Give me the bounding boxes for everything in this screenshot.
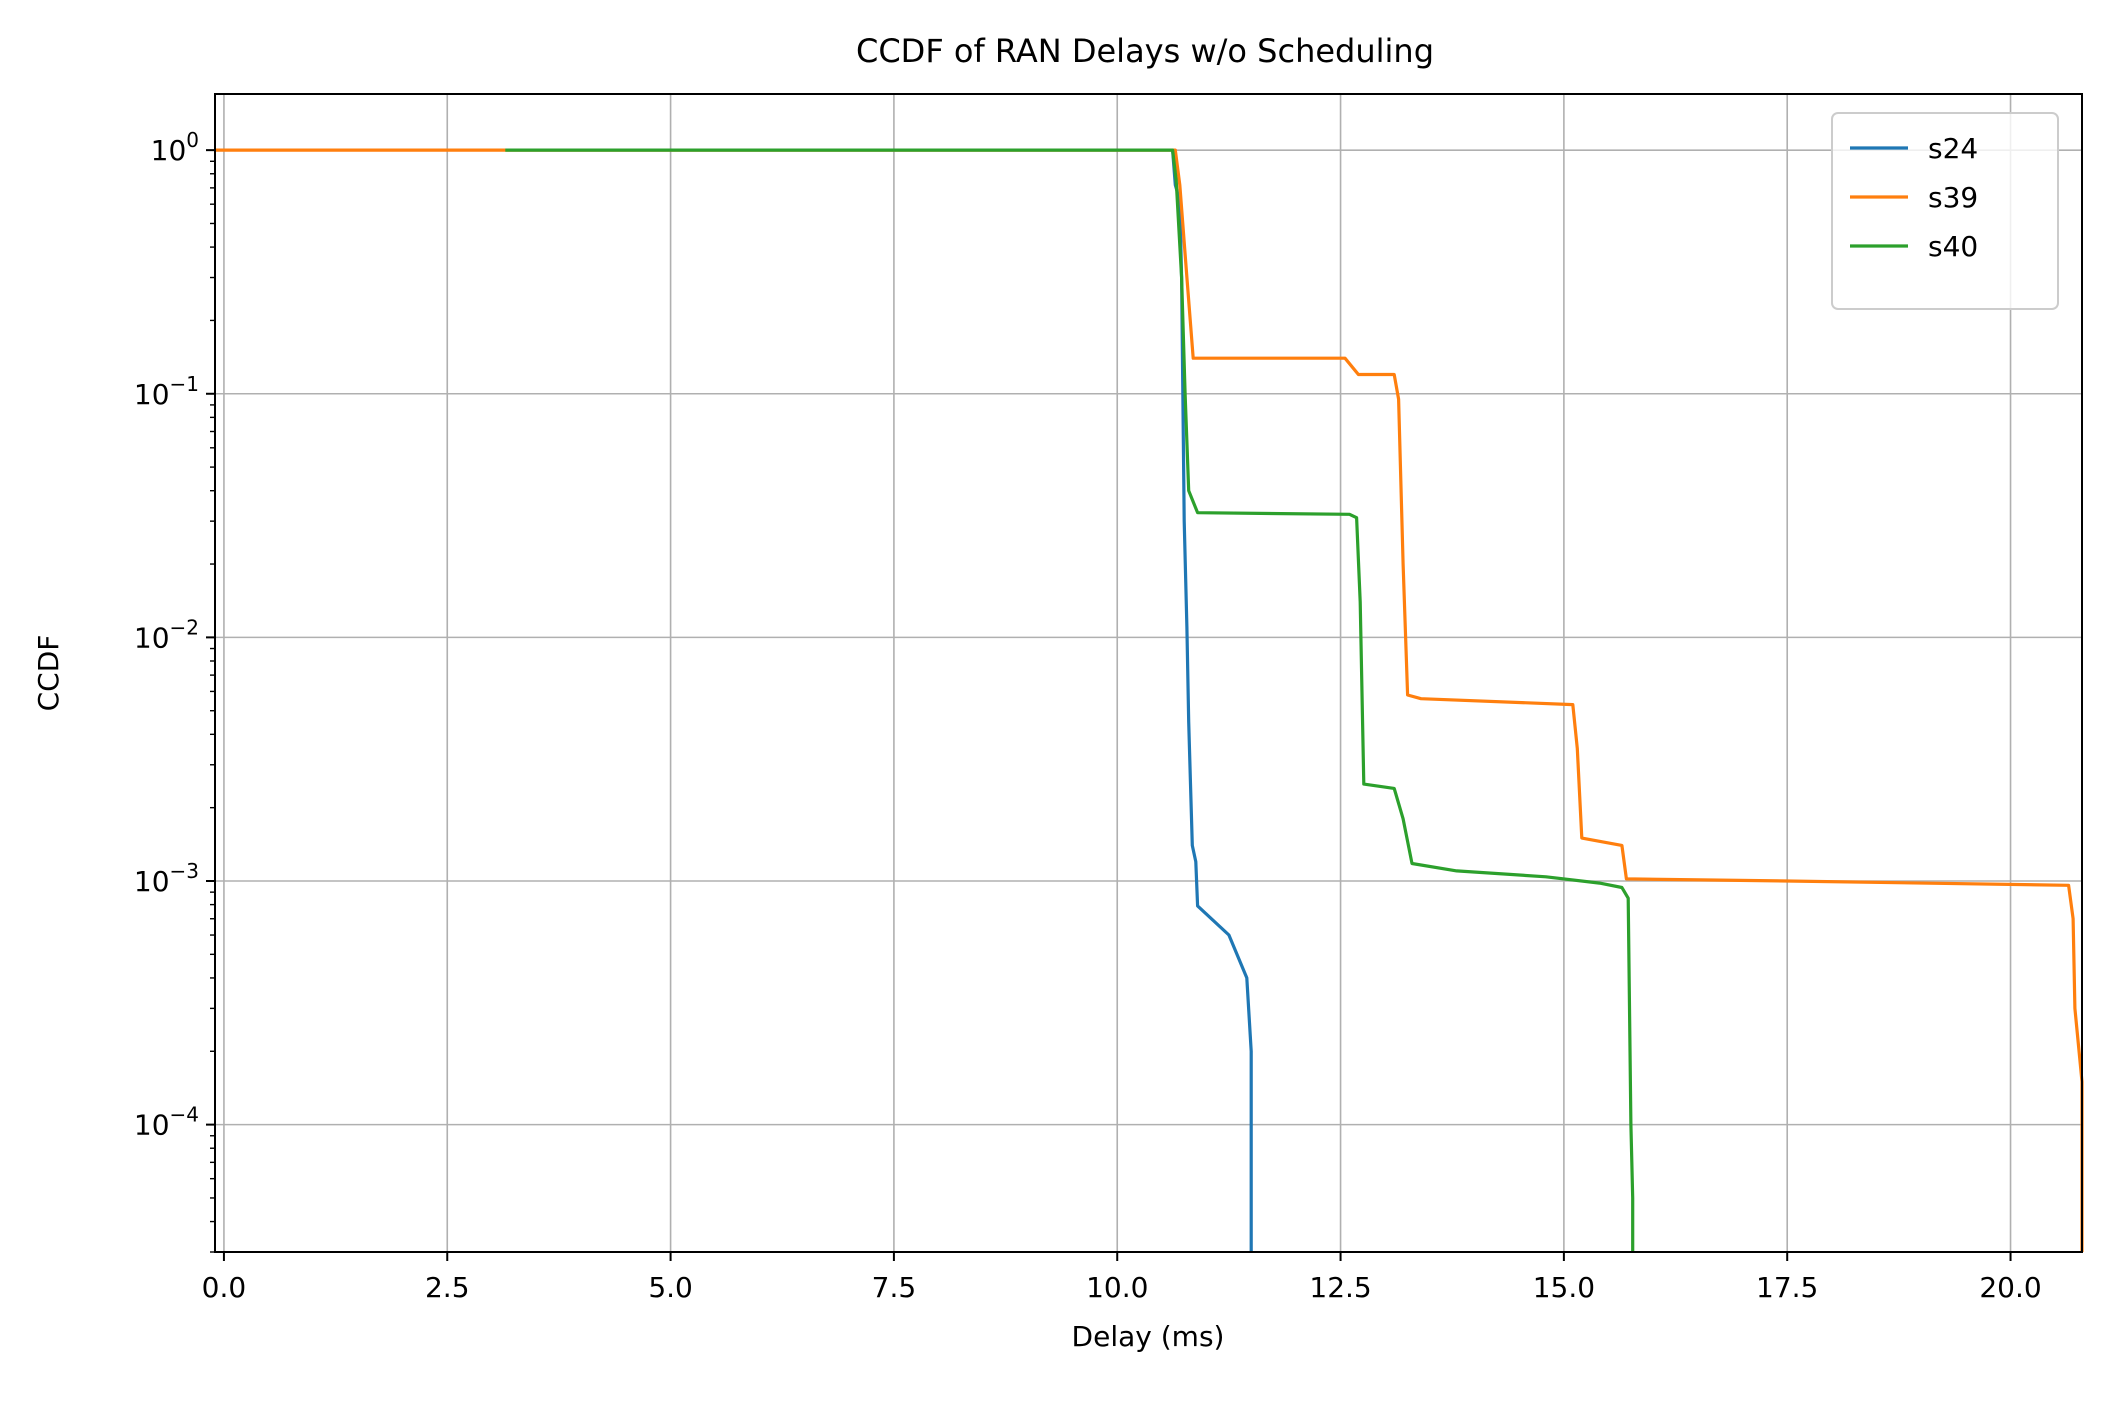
y-tick-base: 10 (134, 1109, 170, 1142)
y-tick-base: 10 (134, 865, 170, 898)
x-tick-label: 10.0 (1086, 1271, 1148, 1304)
legend-items: s24 s39 s40 (1850, 132, 1978, 263)
y-tick-label: 10−2 (134, 615, 199, 654)
x-axis-label: Delay (ms) (1072, 1320, 1225, 1353)
legend-label: s40 (1928, 230, 1978, 263)
y-tick-label: 10−1 (134, 372, 199, 411)
y-tick-label: 10−3 (134, 859, 199, 898)
x-axis-ticks: 0.0 2.5 5.0 7.5 10.0 12.5 15.0 17.5 20.0 (202, 1252, 2042, 1304)
x-tick-label: 20.0 (1979, 1271, 2041, 1304)
legend-box (1831, 112, 2059, 310)
x-tick-label: 12.5 (1309, 1271, 1371, 1304)
series-line-s39 (215, 148, 2084, 1252)
y-tick-base: 10 (151, 134, 187, 167)
legend-label: s39 (1928, 181, 1978, 214)
legend: s24 s39 s40 (1831, 112, 2059, 310)
y-tick-base: 10 (134, 621, 170, 654)
x-tick-label: 7.5 (872, 1271, 917, 1304)
x-tick-label: 17.5 (1756, 1271, 1818, 1304)
x-tick-label: 15.0 (1533, 1271, 1595, 1304)
y-axis-label: CCDF (32, 635, 65, 712)
legend-label: s24 (1928, 132, 1978, 165)
y-tick-exponent: 0 (186, 128, 199, 152)
y-tick-label: 100 (151, 128, 199, 167)
x-tick-label: 5.0 (648, 1271, 693, 1304)
plot-frame (214, 93, 2083, 1253)
series-line-s24 (1171, 149, 1253, 1252)
x-tick-label: 0.0 (202, 1271, 247, 1304)
series-layer (215, 148, 2084, 1252)
y-tick-label: 10−4 (134, 1103, 199, 1142)
y-tick-exponent: −1 (170, 372, 199, 396)
y-tick-exponent: −2 (170, 615, 199, 639)
y-tick-exponent: −3 (170, 859, 199, 883)
x-tick-label: 2.5 (425, 1271, 470, 1304)
y-tick-base: 10 (134, 378, 170, 411)
chart-title: CCDF of RAN Delays w/o Scheduling (856, 32, 1434, 70)
series-line-s40 (505, 148, 1635, 1252)
y-tick-exponent: −4 (170, 1103, 199, 1127)
